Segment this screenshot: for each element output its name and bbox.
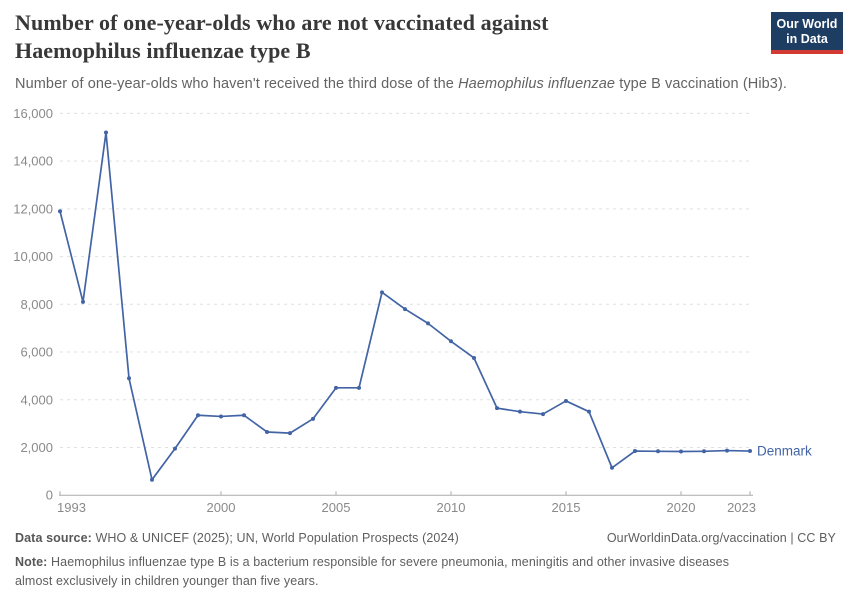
chart-subtitle: Number of one-year-olds who haven't rece… <box>15 76 787 92</box>
data-point-marker <box>150 477 154 482</box>
data-point-marker <box>288 431 292 436</box>
data-point-marker <box>610 465 614 470</box>
subtitle-prefix: Number of one-year-olds who haven't rece… <box>15 76 459 92</box>
data-point-marker <box>748 449 752 454</box>
x-axis-tick-label: 2023 <box>727 500 756 515</box>
data-point-marker <box>58 209 62 214</box>
y-axis-tick-label: 2,000 <box>20 440 53 455</box>
data-source-label: Data source: <box>15 531 92 545</box>
chart-note: Note: Haemophilus influenzae type B is a… <box>15 553 763 590</box>
line-chart: 0 2,000 4,000 6,000 8,000 10,000 12,000 14,000 1… <box>13 106 812 515</box>
logo-red-bar <box>771 50 843 54</box>
data-point-marker <box>472 355 476 360</box>
data-point-marker <box>633 449 637 454</box>
data-point-marker <box>104 130 108 135</box>
note-label: Note: <box>15 555 48 569</box>
x-axis-tick-label: 2000 <box>207 500 236 515</box>
data-source-text: WHO & UNICEF (2025); UN, World Populatio… <box>91 531 459 545</box>
data-point-marker <box>426 321 430 326</box>
title-line-2: Haemophilus influenzae type B <box>15 38 311 63</box>
data-point-marker <box>702 449 706 454</box>
data-point-marker <box>725 448 729 453</box>
data-point-marker <box>173 446 177 451</box>
data-point-marker <box>403 307 407 312</box>
x-axis-tick-label: 2010 <box>437 500 466 515</box>
data-point-marker <box>495 406 499 411</box>
x-axis-tick-label: 2015 <box>552 500 581 515</box>
data-source: Data source: WHO & UNICEF (2025); UN, Wo… <box>15 531 459 545</box>
data-point-marker <box>81 299 85 304</box>
data-point-marker <box>518 409 522 414</box>
y-axis-tick-label: 10,000 <box>13 249 53 264</box>
data-point-marker <box>242 413 246 418</box>
page-title: Number of one-year-olds who are not vacc… <box>15 9 549 65</box>
x-axis-tick-label: 2005 <box>322 500 351 515</box>
logo-text-line-2: in Data <box>786 32 828 46</box>
subtitle-suffix: type B vaccination (Hib3). <box>615 76 788 92</box>
data-point-marker <box>380 290 384 295</box>
x-axis-tick-label: 2020 <box>667 500 696 515</box>
data-point-marker <box>357 385 361 390</box>
data-point-marker <box>564 398 568 403</box>
subtitle-italic: Haemophilus influenzae <box>458 76 616 92</box>
chart-footer: Data source: WHO & UNICEF (2025); UN, Wo… <box>15 531 836 545</box>
y-axis-tick-label: 4,000 <box>20 392 53 407</box>
series-line <box>59 131 751 481</box>
y-axis-tick-label: 8,000 <box>20 297 53 312</box>
y-axis-tick-label: 12,000 <box>13 201 53 216</box>
data-point-marker <box>587 409 591 414</box>
data-point-marker <box>196 413 200 418</box>
data-point-marker <box>449 339 453 344</box>
data-point-marker <box>311 416 315 421</box>
data-point-marker <box>127 376 131 381</box>
data-point-marker <box>679 449 683 454</box>
y-axis-tick-label: 14,000 <box>13 154 53 169</box>
data-point-marker <box>219 414 223 419</box>
note-text: Haemophilus influenzae type B is a bacte… <box>15 555 730 588</box>
data-point-marker <box>334 385 338 390</box>
x-axis-tick-label: 1993 <box>57 500 86 515</box>
data-point-marker <box>265 429 269 434</box>
y-axis-tick-label: 6,000 <box>20 345 53 360</box>
data-point-marker <box>541 412 545 417</box>
logo-text-line-1: Our World <box>776 17 838 31</box>
y-axis-tick-label: 16,000 <box>13 106 53 121</box>
data-point-marker <box>656 449 660 454</box>
y-axis-tick-label: 0 <box>46 488 53 503</box>
license-link[interactable]: OurWorldinData.org/vaccination | CC BY <box>606 531 836 545</box>
title-line-1: Number of one-year-olds who are not vacc… <box>15 10 549 35</box>
series-end-label: Denmark <box>757 444 812 459</box>
owid-logo[interactable]: Our World in Data <box>771 12 843 54</box>
